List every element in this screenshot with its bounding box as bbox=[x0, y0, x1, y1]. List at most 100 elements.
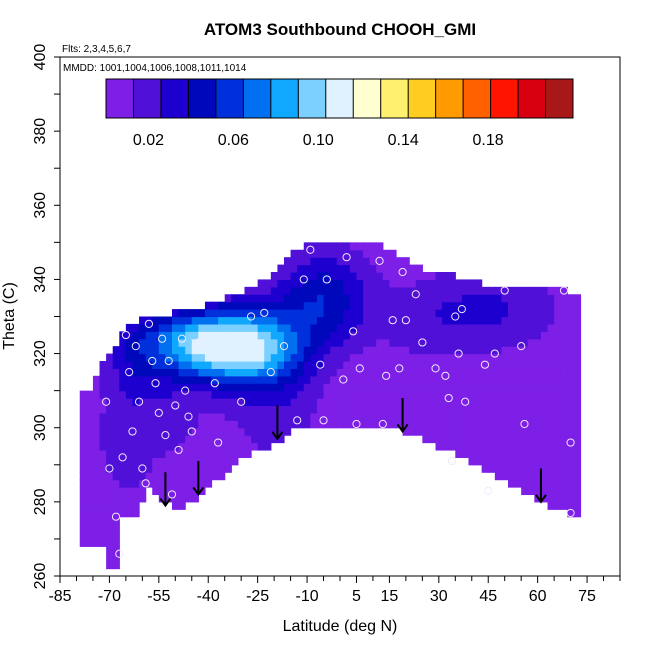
heat-cell bbox=[86, 390, 94, 399]
heat-cell bbox=[264, 442, 272, 451]
heat-cell bbox=[468, 338, 476, 347]
heat-cell bbox=[448, 323, 456, 332]
heat-cell bbox=[330, 264, 338, 273]
heat-cell bbox=[396, 286, 404, 295]
heat-cell bbox=[303, 360, 311, 369]
heat-cell bbox=[125, 398, 134, 407]
heat-cell bbox=[547, 316, 555, 325]
heat-cell bbox=[303, 279, 311, 288]
heat-cell bbox=[521, 375, 529, 384]
heat-cell bbox=[349, 294, 358, 303]
heat-cell bbox=[481, 286, 489, 295]
heat-cell bbox=[316, 353, 325, 362]
heat-cell bbox=[415, 405, 423, 414]
observation-point bbox=[293, 416, 302, 425]
heat-cell bbox=[435, 309, 443, 318]
heat-cell bbox=[567, 316, 575, 325]
heat-cell bbox=[573, 309, 582, 318]
heat-cell bbox=[99, 383, 107, 392]
heat-cell bbox=[303, 375, 311, 384]
heat-cell bbox=[270, 375, 279, 384]
heat-cell bbox=[343, 338, 351, 347]
heat-cell bbox=[145, 435, 153, 444]
heat-cell bbox=[165, 449, 173, 458]
heat-cell bbox=[540, 472, 549, 481]
heat-cell bbox=[389, 383, 397, 392]
heat-cell bbox=[198, 464, 206, 473]
heat-cell bbox=[534, 294, 542, 303]
heat-cell bbox=[178, 479, 186, 488]
heat-cell bbox=[244, 427, 252, 436]
heat-cell bbox=[547, 412, 555, 421]
colorbar-segment bbox=[215, 79, 244, 118]
heat-cell bbox=[363, 272, 371, 281]
heat-cell bbox=[106, 405, 114, 414]
heat-cell bbox=[218, 368, 226, 377]
heat-cell bbox=[172, 353, 180, 362]
heat-cell bbox=[540, 464, 549, 473]
heat-cell bbox=[185, 464, 193, 473]
heat-cell bbox=[435, 398, 443, 407]
heat-cell bbox=[567, 323, 575, 332]
heat-cell bbox=[165, 442, 173, 451]
observation-point bbox=[342, 253, 351, 262]
heat-cell bbox=[297, 338, 305, 347]
heat-cell bbox=[119, 509, 127, 518]
heat-cell bbox=[224, 420, 232, 429]
heat-cell bbox=[270, 390, 279, 399]
heat-cell bbox=[527, 368, 535, 377]
heat-cell bbox=[448, 442, 456, 451]
heat-cell bbox=[488, 435, 496, 444]
heat-cell bbox=[139, 449, 147, 458]
heat-cell bbox=[442, 420, 450, 429]
heat-cell bbox=[501, 420, 509, 429]
heat-cell bbox=[251, 368, 259, 377]
x-tick-label: -10 bbox=[295, 588, 318, 605]
heat-cell bbox=[448, 435, 456, 444]
heat-cell bbox=[158, 464, 167, 473]
heat-cell bbox=[356, 331, 364, 340]
heat-cell bbox=[540, 301, 549, 310]
heat-cell bbox=[349, 405, 358, 414]
heat-cell bbox=[501, 360, 509, 369]
heat-cell bbox=[92, 435, 101, 444]
heat-cell bbox=[409, 323, 417, 332]
heat-cell bbox=[573, 464, 582, 473]
heat-cell bbox=[218, 442, 226, 451]
heat-cell bbox=[112, 360, 120, 369]
heat-cell bbox=[191, 390, 199, 399]
heat-cell bbox=[106, 553, 114, 562]
heat-cell bbox=[132, 368, 140, 377]
heat-cell bbox=[349, 264, 358, 273]
heat-cell bbox=[442, 301, 450, 310]
heat-cell bbox=[270, 405, 279, 414]
heat-cell bbox=[376, 346, 384, 355]
heat-cell bbox=[257, 279, 265, 288]
heat-cell bbox=[165, 375, 173, 384]
heat-cell bbox=[560, 412, 568, 421]
heat-cell bbox=[198, 375, 206, 384]
heat-cell bbox=[527, 390, 535, 399]
heat-cell bbox=[573, 487, 582, 496]
heat-cell bbox=[79, 472, 87, 481]
observation-point bbox=[148, 356, 157, 366]
heat-cell bbox=[284, 346, 292, 355]
heat-cell bbox=[494, 442, 503, 451]
heat-cell bbox=[508, 331, 516, 340]
heat-cell bbox=[204, 383, 213, 392]
heat-cell bbox=[455, 301, 463, 310]
heat-cell bbox=[172, 457, 180, 466]
heat-cell bbox=[316, 383, 325, 392]
heat-cell bbox=[376, 309, 384, 318]
heat-cell bbox=[389, 323, 397, 332]
heat-cell bbox=[86, 524, 94, 533]
heat-cell bbox=[514, 316, 522, 325]
heat-cell bbox=[488, 338, 496, 347]
heat-cell bbox=[560, 427, 568, 436]
heat-cell bbox=[211, 457, 219, 466]
heat-cell bbox=[376, 286, 384, 295]
heat-cell bbox=[158, 420, 167, 429]
heat-cell bbox=[369, 360, 377, 369]
heat-cell bbox=[488, 360, 496, 369]
heat-cell bbox=[494, 309, 503, 318]
